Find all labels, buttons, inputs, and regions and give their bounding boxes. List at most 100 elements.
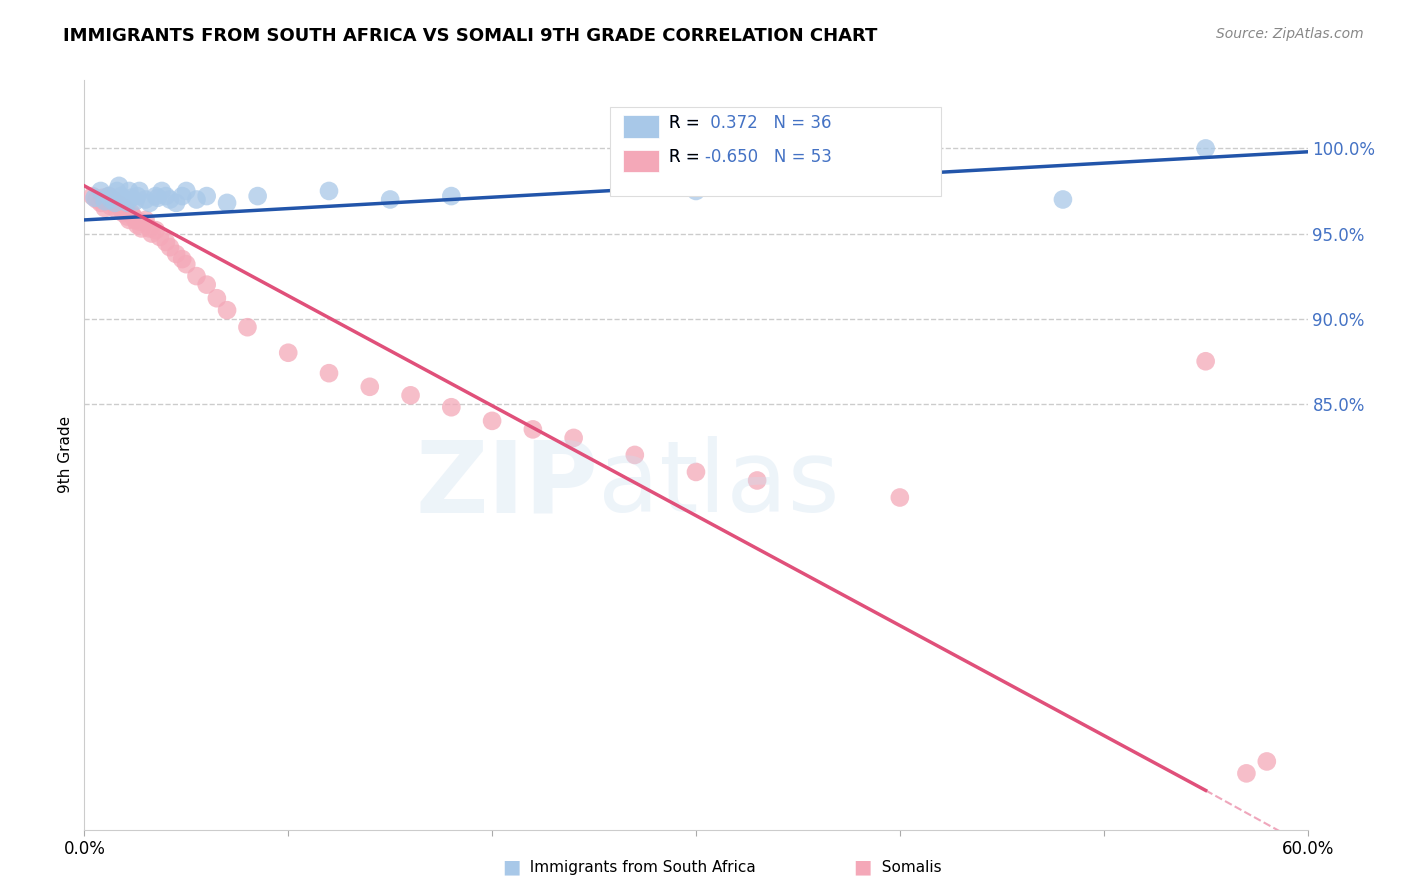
FancyBboxPatch shape xyxy=(623,150,659,172)
Point xyxy=(380,193,402,207)
Point xyxy=(100,199,122,213)
Point xyxy=(135,193,157,207)
Point xyxy=(165,247,187,261)
Point xyxy=(150,184,173,198)
Point xyxy=(127,218,149,232)
Point xyxy=(236,320,259,334)
Point xyxy=(97,189,120,203)
Point xyxy=(246,189,269,203)
Point xyxy=(195,277,218,292)
Point xyxy=(172,189,194,203)
Point xyxy=(562,431,585,445)
Point xyxy=(155,189,177,203)
Point xyxy=(195,189,218,203)
Point xyxy=(127,189,149,203)
Point xyxy=(318,184,340,198)
Point xyxy=(159,193,181,207)
FancyBboxPatch shape xyxy=(623,115,659,138)
Point xyxy=(145,189,167,203)
Text: IMMIGRANTS FROM SOUTH AFRICA VS SOMALI 9TH GRADE CORRELATION CHART: IMMIGRANTS FROM SOUTH AFRICA VS SOMALI 9… xyxy=(63,27,877,45)
Text: R =: R = xyxy=(669,114,704,132)
Point xyxy=(359,380,381,394)
Point xyxy=(174,184,197,198)
Point xyxy=(1052,193,1074,207)
Point xyxy=(83,191,105,205)
Point xyxy=(145,223,167,237)
Point xyxy=(128,184,150,198)
Point xyxy=(174,257,197,271)
Point xyxy=(118,184,141,198)
Point xyxy=(110,201,132,215)
Text: R = -0.650   N = 53: R = -0.650 N = 53 xyxy=(669,148,832,167)
Point xyxy=(159,240,181,254)
Text: atlas: atlas xyxy=(598,436,839,533)
Point xyxy=(186,193,208,207)
Text: R =  0.372   N = 36: R = 0.372 N = 36 xyxy=(669,114,831,132)
Point xyxy=(217,195,239,210)
Point xyxy=(889,491,911,505)
Text: ZIP: ZIP xyxy=(415,436,598,533)
Point xyxy=(114,193,136,207)
Point xyxy=(82,189,104,203)
Point xyxy=(165,195,187,210)
Point xyxy=(108,178,131,193)
Point xyxy=(128,214,150,228)
Point xyxy=(1195,141,1218,155)
Point xyxy=(685,184,707,198)
Point xyxy=(97,189,120,203)
Point xyxy=(399,388,422,402)
Text: Immigrants from South Africa: Immigrants from South Africa xyxy=(520,860,756,874)
Point xyxy=(1236,766,1258,780)
Text: Somalis: Somalis xyxy=(872,860,942,874)
Point xyxy=(624,448,647,462)
Point xyxy=(124,213,146,227)
Point xyxy=(685,465,707,479)
Point xyxy=(108,197,131,211)
Point xyxy=(217,303,239,318)
Point xyxy=(120,206,142,220)
Point xyxy=(138,221,160,235)
Point xyxy=(114,201,136,215)
Point xyxy=(138,195,160,210)
Point xyxy=(105,202,128,217)
Text: Source: ZipAtlas.com: Source: ZipAtlas.com xyxy=(1216,27,1364,41)
Point xyxy=(112,206,135,220)
Point xyxy=(93,201,115,215)
Point xyxy=(120,191,142,205)
Point xyxy=(318,366,340,380)
FancyBboxPatch shape xyxy=(610,106,941,196)
Point xyxy=(100,193,122,207)
Point xyxy=(135,213,157,227)
Point xyxy=(91,191,114,205)
Point xyxy=(172,252,194,266)
Point xyxy=(205,291,228,305)
Text: ■: ■ xyxy=(853,857,872,877)
Point xyxy=(90,184,112,198)
Point xyxy=(96,194,118,209)
Point xyxy=(149,230,172,244)
Point xyxy=(115,195,138,210)
Point xyxy=(146,191,169,205)
Point xyxy=(440,401,463,415)
Point xyxy=(86,193,108,207)
Text: R =: R = xyxy=(669,148,704,167)
Point xyxy=(277,345,299,359)
Point xyxy=(440,189,463,203)
Point xyxy=(186,269,208,284)
Point xyxy=(115,210,138,224)
Point xyxy=(93,194,115,209)
Point xyxy=(90,195,112,210)
Point xyxy=(1195,354,1218,368)
Point xyxy=(1256,755,1278,769)
Text: ■: ■ xyxy=(502,857,520,877)
Point xyxy=(747,474,769,488)
Point xyxy=(101,193,124,207)
Y-axis label: 9th Grade: 9th Grade xyxy=(58,417,73,493)
Point xyxy=(104,195,127,210)
Point xyxy=(131,221,153,235)
Point xyxy=(105,184,128,198)
Point xyxy=(110,189,132,203)
Point xyxy=(481,414,503,428)
Point xyxy=(122,210,145,224)
Point xyxy=(141,227,163,241)
